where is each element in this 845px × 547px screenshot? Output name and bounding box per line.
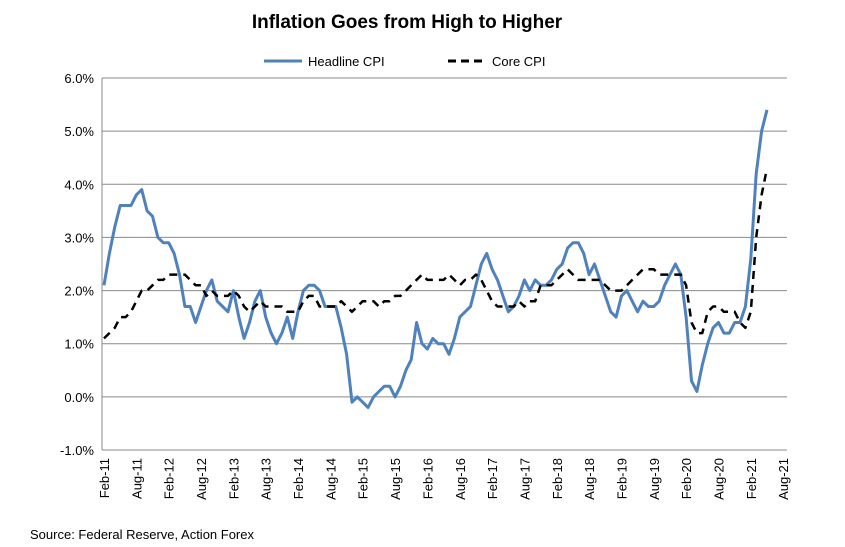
x-tick-label: Aug-13 xyxy=(259,458,274,500)
core-cpi-line xyxy=(103,168,769,340)
y-tick-label: 1.0% xyxy=(64,337,94,352)
axes xyxy=(101,78,787,451)
x-tick-label: Aug-14 xyxy=(323,458,338,500)
x-tick-label: Aug-12 xyxy=(194,458,209,500)
y-tick-label: 0.0% xyxy=(64,390,94,405)
y-tick-label: 2.0% xyxy=(64,284,94,299)
x-tick-label: Aug-17 xyxy=(517,458,532,500)
x-tick-label: Feb-13 xyxy=(226,458,241,499)
x-tick-label: Feb-11 xyxy=(97,458,112,498)
series xyxy=(102,109,769,409)
x-tick-label: Aug-15 xyxy=(388,458,403,500)
headline-cpi-line xyxy=(102,109,769,409)
legend-core-label: Core CPI xyxy=(492,54,545,69)
x-tick-label: Aug-20 xyxy=(711,458,726,500)
x-tick-label: Feb-21 xyxy=(744,458,759,499)
gridlines xyxy=(102,77,787,398)
x-tick-label: Feb-14 xyxy=(291,458,306,499)
legend-headline-label: Headline CPI xyxy=(308,54,385,69)
y-tick-label: 4.0% xyxy=(64,177,94,192)
x-tick-label: Feb-15 xyxy=(356,458,371,499)
y-axis-ticks: -1.0% 0.0% 1.0% 2.0% 3.0% 4.0% 5.0% 6.0% xyxy=(60,71,94,458)
x-tick-label: Feb-16 xyxy=(420,458,435,499)
x-axis-ticks: Feb-11 Aug-11 Feb-12 Aug-12 Feb-13 Aug-13 Feb-… xyxy=(97,458,791,500)
x-tick-label: Feb-12 xyxy=(162,458,177,499)
x-tick-label: Aug-18 xyxy=(582,458,597,500)
legend: Headline CPI Core CPI xyxy=(264,54,545,69)
x-tick-label: Feb-20 xyxy=(679,458,694,499)
y-tick-label: -1.0% xyxy=(60,443,94,458)
x-tick-label: Aug-16 xyxy=(453,458,468,500)
x-tick-label: Aug-19 xyxy=(647,458,662,500)
x-tick-label: Feb-19 xyxy=(614,458,629,499)
x-tick-label: Aug-21 xyxy=(776,458,791,500)
y-tick-label: 6.0% xyxy=(64,71,94,86)
y-tick-label: 5.0% xyxy=(64,124,94,139)
x-tick-label: Aug-11 xyxy=(129,458,144,499)
x-tick-label: Feb-18 xyxy=(550,458,565,499)
y-tick-label: 3.0% xyxy=(64,230,94,245)
source-note: Source: Federal Reserve, Action Forex xyxy=(30,527,254,542)
chart-title: Inflation Goes from High to Higher xyxy=(252,12,563,33)
x-tick-label: Feb-17 xyxy=(485,458,500,499)
